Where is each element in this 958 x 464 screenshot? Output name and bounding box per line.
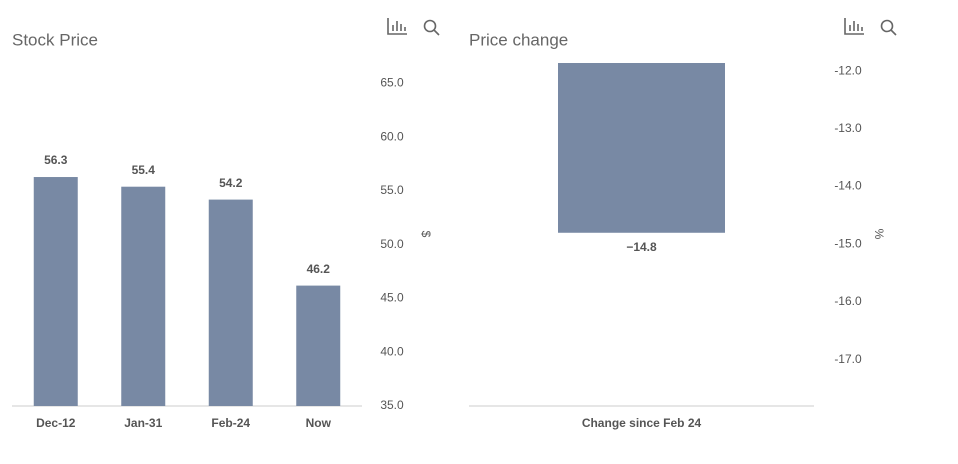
x-tick-label: Now [306,416,332,430]
bar [558,63,725,233]
x-tick-label: Change since Feb 24 [582,416,702,430]
y-tick-label: -14.0 [834,179,862,193]
value-label: 55.4 [132,163,156,177]
x-tick-label: Dec-12 [36,416,76,430]
x-tick-label: Feb-24 [211,416,250,430]
chart-title: Price change [469,30,568,49]
y-tick-label: -13.0 [834,121,862,135]
chart-icon[interactable] [387,18,407,35]
y-tick-label: 45.0 [380,291,404,305]
bar [208,199,253,406]
y-tick-label: 60.0 [380,129,404,143]
y-tick-label: 50.0 [380,237,404,251]
y-tick-label: 40.0 [380,344,404,358]
search-icon[interactable] [423,19,440,36]
y-axis-label: $ [419,231,433,238]
chart-title: Stock Price [12,30,98,49]
y-tick-label: -15.0 [834,236,862,250]
bar [121,186,166,406]
bar [33,177,78,406]
value-label: 54.2 [219,176,243,190]
value-label: −14.8 [626,240,657,254]
value-label: 46.2 [307,262,331,276]
y-tick-label: 35.0 [380,398,404,412]
y-tick-label: -17.0 [834,352,862,366]
y-tick-label: -12.0 [834,63,862,77]
chart-icon[interactable] [844,18,864,35]
x-tick-label: Jan-31 [124,416,162,430]
y-tick-label: 65.0 [380,76,404,90]
bar [296,285,341,406]
y-axis-label: % [872,229,886,240]
y-tick-label: -16.0 [834,294,862,308]
y-tick-label: 55.0 [380,183,404,197]
search-icon[interactable] [880,19,897,36]
value-label: 56.3 [44,153,68,167]
